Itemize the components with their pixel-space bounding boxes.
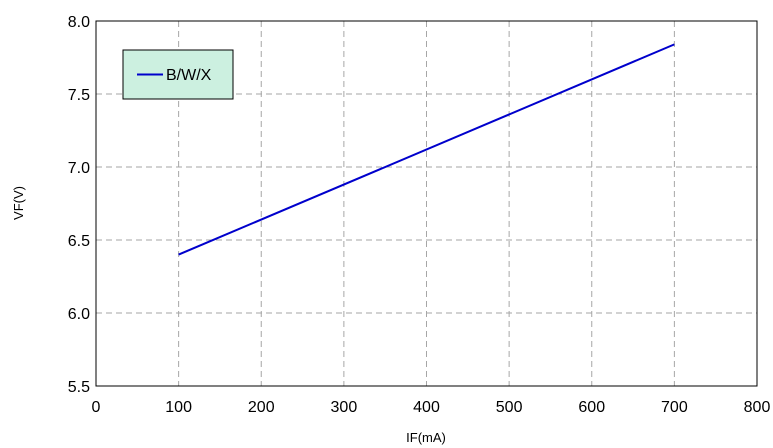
series-layer (178, 43, 675, 256)
x-tick-label: 100 (165, 399, 192, 416)
legend: B/W/X (122, 49, 234, 100)
x-tick-label: 700 (661, 399, 688, 416)
x-axis-title: IF(mA) (406, 430, 446, 445)
y-axis-title: VF(V) (11, 186, 26, 220)
x-axis-ticks: 0 100 200 300 400 500 600 700 800 (92, 399, 771, 416)
y-tick-label: 5.5 (68, 379, 90, 396)
x-tick-label: 600 (578, 399, 605, 416)
x-tick-label: 800 (744, 399, 771, 416)
y-tick-label: 6.5 (68, 233, 90, 250)
y-tick-label: 7.5 (68, 87, 90, 104)
series-line-b-w-x (178, 43, 675, 256)
x-tick-label: 200 (248, 399, 275, 416)
plot-area-frame (95, 20, 758, 387)
x-tick-label: 500 (496, 399, 523, 416)
y-tick-label: 8.0 (68, 14, 90, 31)
x-tick-label: 400 (413, 399, 440, 416)
x-tick-label: 300 (331, 399, 358, 416)
y-tick-label: 6.0 (68, 306, 90, 323)
legend-label-b-w-x: B/W/X (166, 67, 212, 84)
x-tick-label: 0 (92, 399, 101, 416)
y-axis-ticks: 5.5 6.0 6.5 7.0 7.5 8.0 (68, 14, 90, 396)
y-tick-label: 7.0 (68, 160, 90, 177)
